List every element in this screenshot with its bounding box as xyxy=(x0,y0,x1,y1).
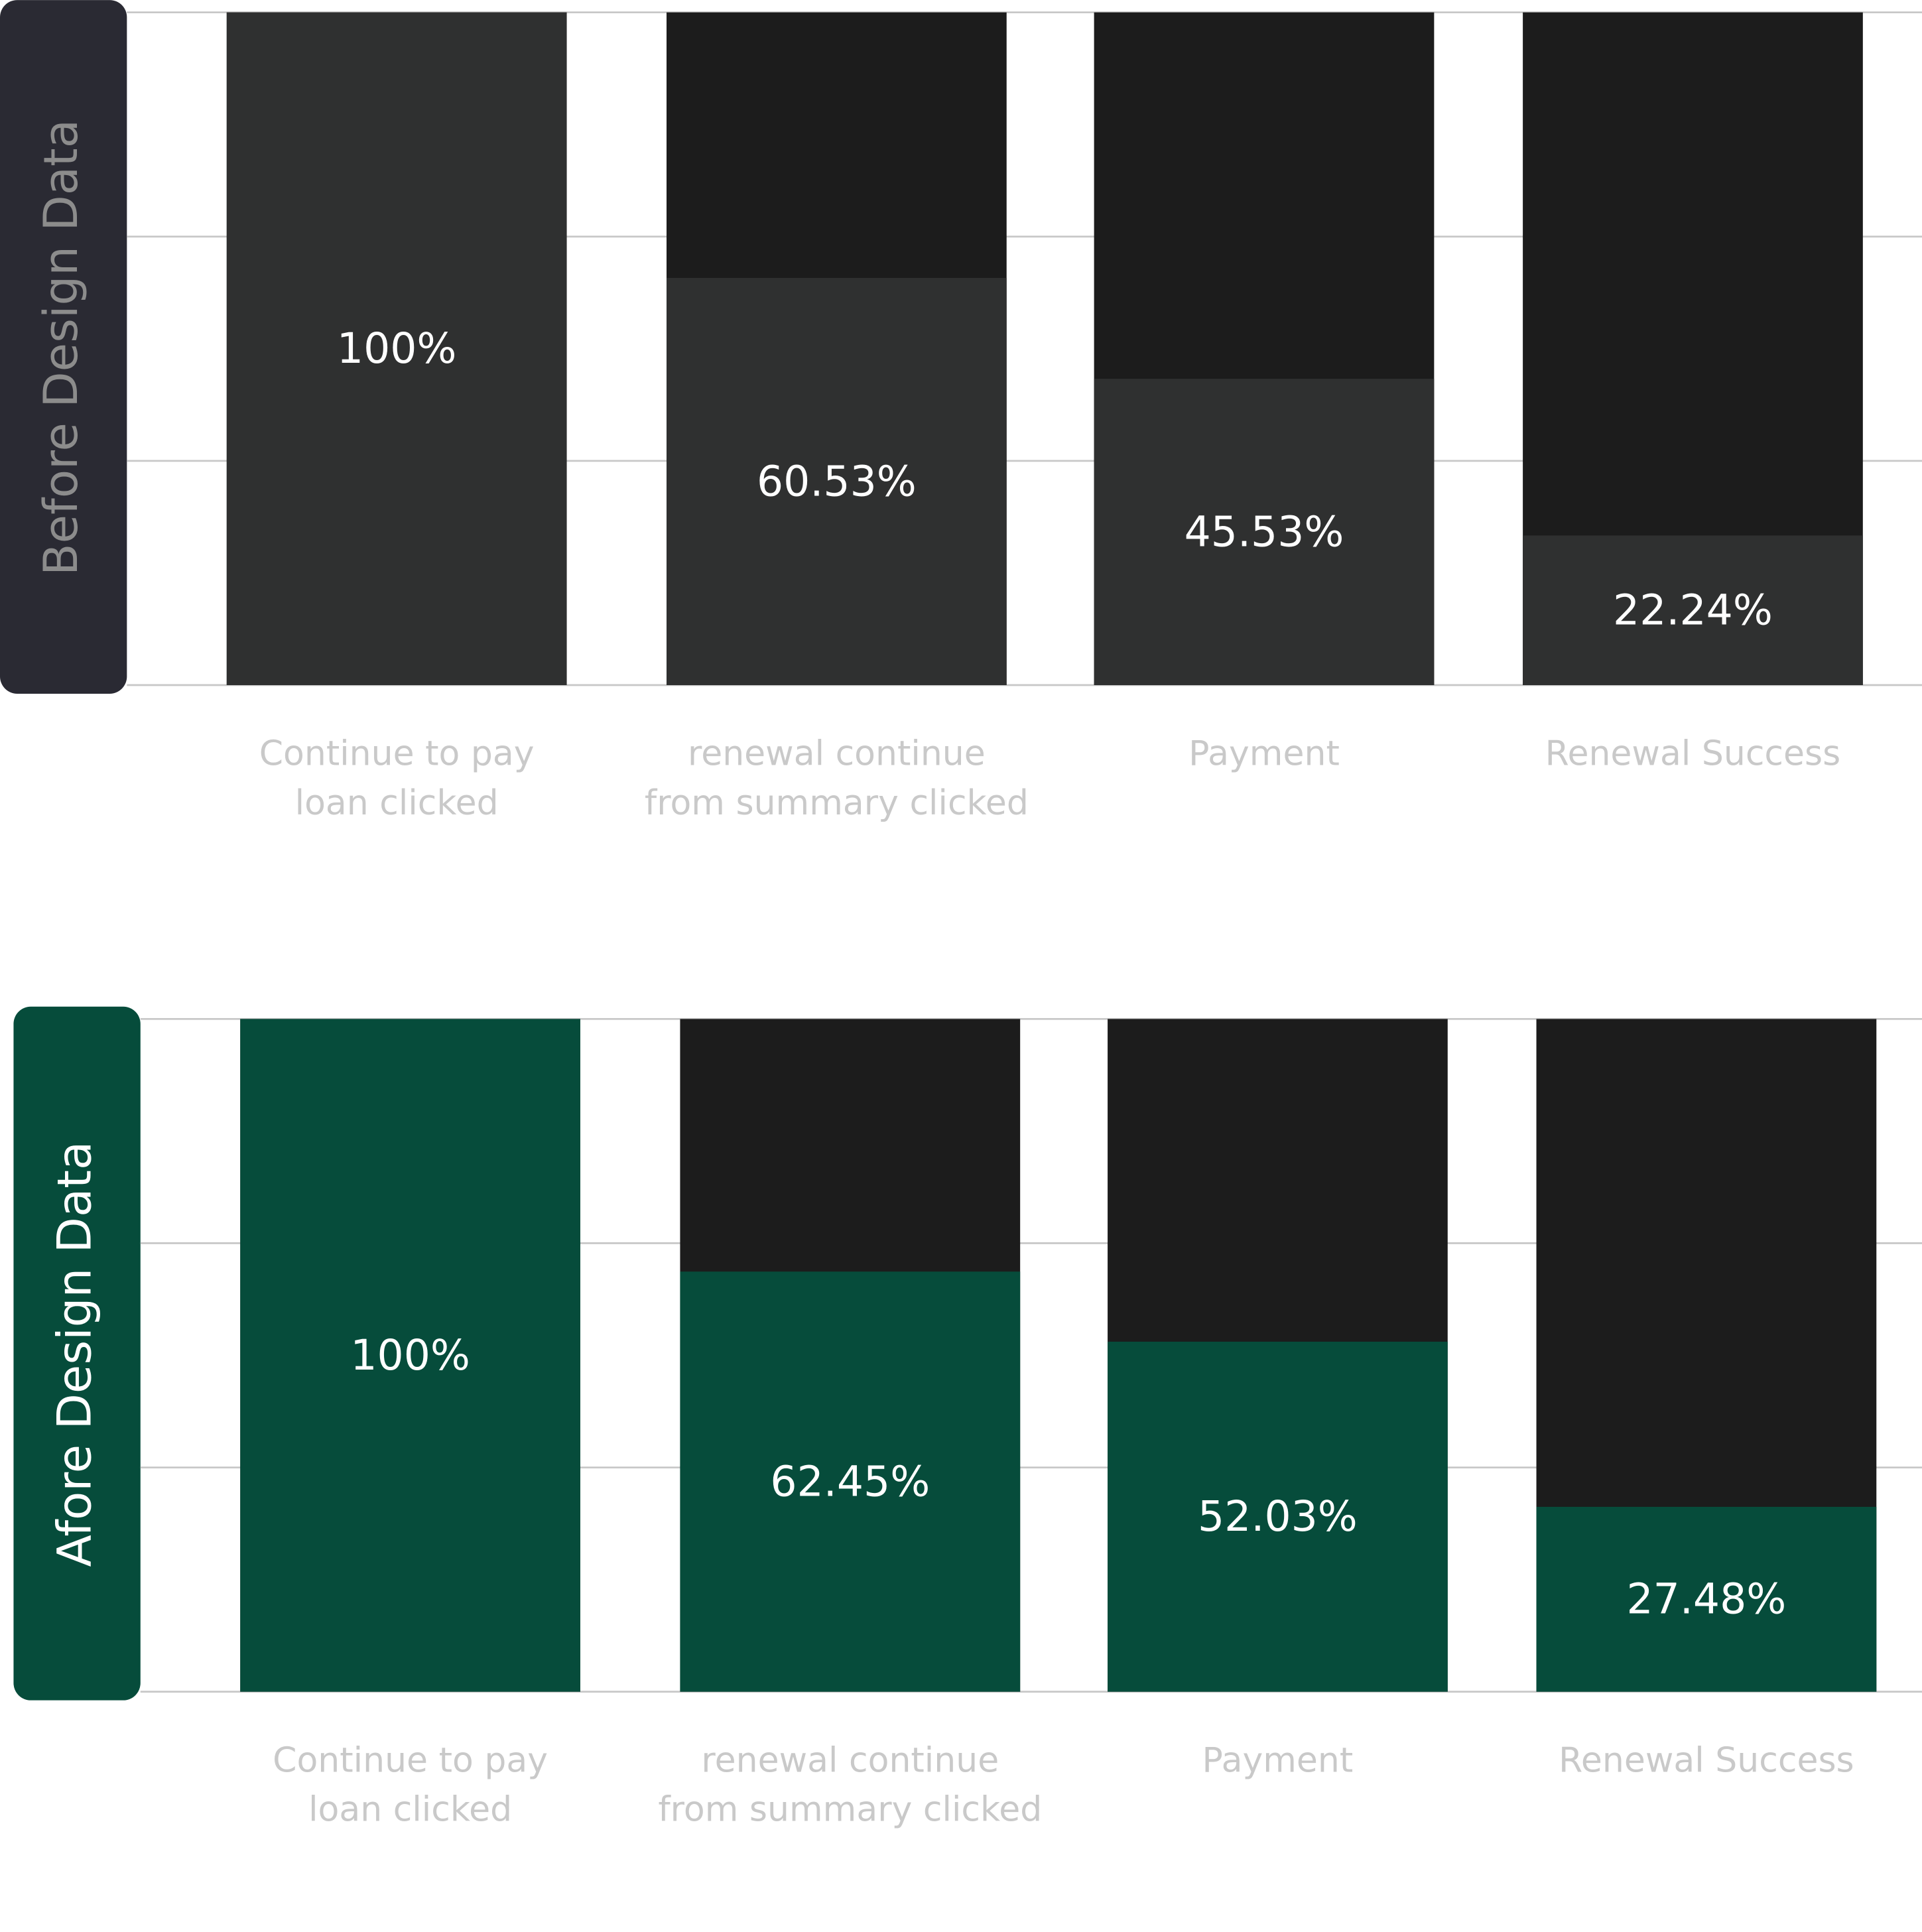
chart-title: Afore Design Data xyxy=(47,1141,102,1567)
bar xyxy=(240,1019,580,1692)
bar xyxy=(1094,379,1435,685)
x-tick-label: Payment xyxy=(1188,733,1340,774)
title-box xyxy=(0,0,127,694)
x-tick-label: Continue to pay loan clicked xyxy=(273,1740,548,1830)
x-tick-label: Continue to pay loan clicked xyxy=(259,733,535,824)
value-label: 27.48% xyxy=(1626,1575,1786,1624)
x-tick-label: Renewal Success xyxy=(1559,1740,1854,1781)
value-label: 100% xyxy=(337,324,457,373)
value-label: 60.53% xyxy=(757,456,917,505)
bar xyxy=(1536,1506,1877,1692)
x-label-box: Continue to pay loan clicked xyxy=(259,733,535,824)
x-label-box: renewal continue from summary clicked xyxy=(658,1740,1043,1830)
x-label-box: Payment xyxy=(1202,1740,1354,1781)
value-label: 52.03% xyxy=(1198,1492,1358,1541)
bar xyxy=(226,12,567,685)
bar xyxy=(667,277,1007,685)
title-box xyxy=(13,1006,141,1701)
value-label: 22.24% xyxy=(1613,585,1773,634)
value-label: 45.53% xyxy=(1185,507,1344,556)
x-label-box: Continue to pay loan clicked xyxy=(273,1740,548,1830)
x-label-box: Payment xyxy=(1188,733,1340,774)
value-label: 62.45% xyxy=(770,1456,930,1506)
bar xyxy=(1523,535,1863,685)
x-tick-label: Payment xyxy=(1202,1740,1354,1781)
x-label-box: Renewal Success xyxy=(1559,1740,1854,1781)
x-tick-label: Renewal Success xyxy=(1545,733,1841,774)
x-label-box: Renewal Success xyxy=(1545,733,1841,774)
bar xyxy=(680,1271,1021,1692)
value-label: 100% xyxy=(350,1330,470,1380)
x-tick-label: renewal continue from summary clicked xyxy=(644,733,1029,824)
chart-title: Before Design Data xyxy=(33,119,88,576)
x-tick-label: renewal continue from summary clicked xyxy=(658,1740,1043,1830)
x-label-box: renewal continue from summary clicked xyxy=(644,733,1029,824)
bar xyxy=(1108,1341,1448,1692)
